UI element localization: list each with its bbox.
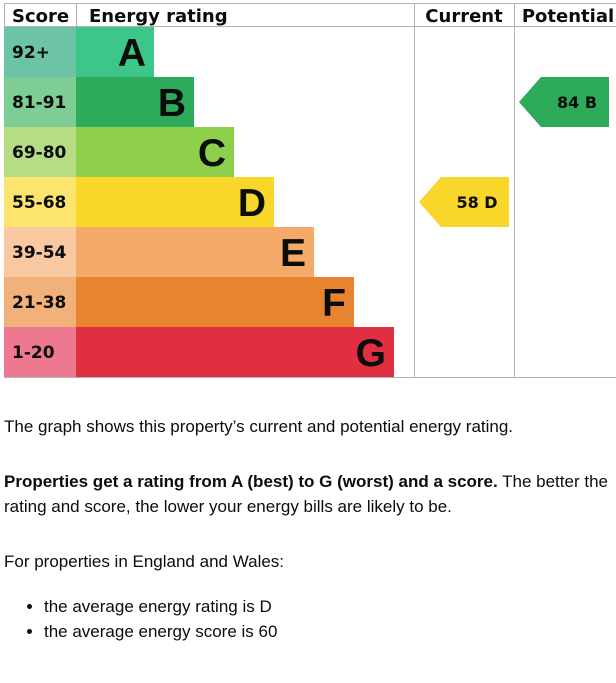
score-cell-c [4, 127, 76, 177]
band-range-g: 1-20 [12, 343, 55, 363]
score-cell-b [4, 77, 76, 127]
band-bar-g [76, 327, 394, 377]
header-energy-rating: Energy rating [89, 6, 228, 27]
band-bar-f [76, 277, 354, 327]
average-list: the average energy rating is D the avera… [0, 594, 277, 644]
header-score: Score [12, 6, 69, 27]
header-potential: Potential [522, 6, 614, 27]
average-rating-item: the average energy rating is D [44, 594, 277, 619]
band-range-f: 21-38 [12, 293, 66, 313]
rating-explanation: Properties get a rating from A (best) to… [4, 469, 616, 519]
rating-explanation-bold: Properties get a rating from A (best) to… [4, 472, 498, 491]
band-letter-a: A [118, 32, 146, 75]
potential-rating-arrow [519, 77, 609, 127]
band-range-b: 81-91 [12, 93, 66, 113]
band-letter-e: E [280, 232, 306, 275]
score-cell-g [4, 327, 76, 377]
band-bar-a [76, 27, 154, 77]
band-bar-d [76, 177, 274, 227]
band-bar-e [76, 227, 314, 277]
score-cell-e [4, 227, 76, 277]
score-cell-d [4, 177, 76, 227]
band-range-a: 92+ [12, 43, 50, 63]
band-letter-g: G [356, 332, 386, 375]
graph-description: The graph shows this property’s current … [4, 417, 514, 436]
score-cell-f [4, 277, 76, 327]
potential-rating-label: 84 B [557, 93, 597, 112]
band-letter-b: B [158, 82, 186, 125]
current-rating-arrow [419, 177, 509, 227]
average-score-item: the average energy score is 60 [44, 619, 277, 644]
band-letter-f: F [322, 282, 346, 325]
band-range-e: 39-54 [12, 243, 67, 263]
band-bar-c [76, 127, 234, 177]
band-range-d: 55-68 [12, 193, 66, 213]
header-current: Current [425, 6, 503, 27]
band-range-c: 69-80 [12, 143, 67, 163]
rating-explanation-rest: The better the rating and score, the low… [4, 472, 608, 516]
energy-rating-chart: 92+ A81-91 B69-80 C55-68 D39-54 E21-38 F1-20 G … [4, 3, 616, 378]
rating-bands: 92+ A 81-91 B 69-80 C 55-68 D 39-54 E 21-38 F 1-20 G [4, 27, 394, 377]
band-letter-c: C [198, 132, 226, 175]
rating-indicators: 58 D 84 B [419, 77, 609, 227]
band-bar-b [76, 77, 194, 127]
current-rating-label: 58 D [456, 193, 497, 212]
england-wales-intro: For properties in England and Wales: [4, 552, 285, 571]
band-letter-d: D [238, 182, 266, 225]
score-cell-a [4, 27, 76, 77]
